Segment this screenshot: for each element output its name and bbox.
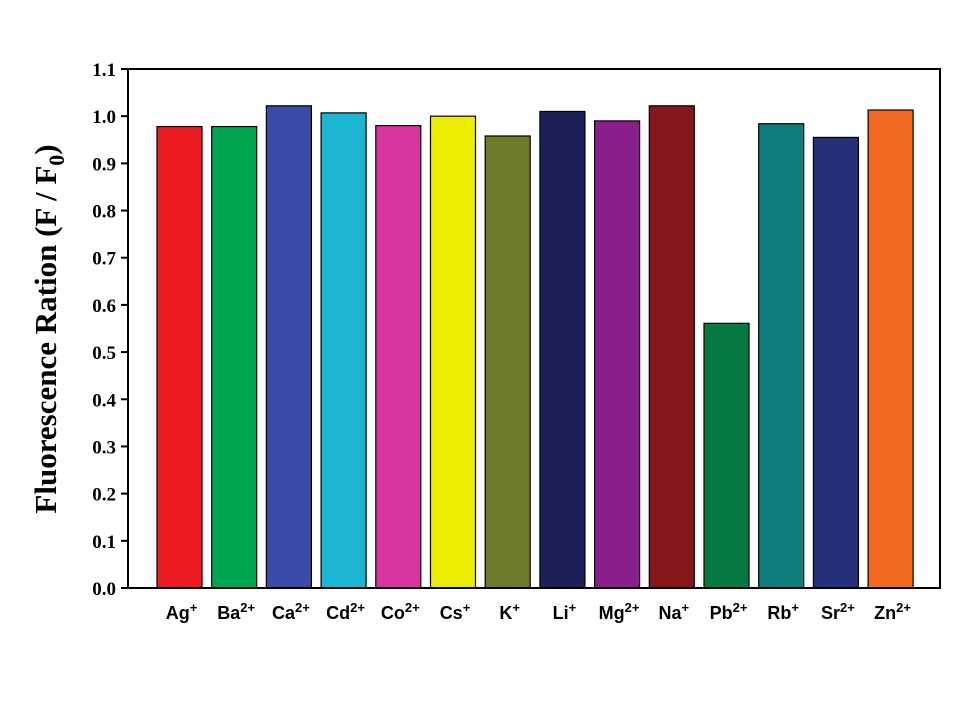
ion-symbol: K: [499, 603, 512, 623]
y-tick-label: 0.1: [92, 532, 116, 553]
bar-k: [484, 135, 531, 589]
y-tick-label: 0.0: [92, 579, 116, 600]
ion-charge: +: [463, 600, 471, 615]
x-tick-label: Li+: [553, 600, 577, 623]
bar-co: [375, 125, 422, 589]
ion-charge: 2+: [896, 600, 911, 615]
bar-ba: [211, 125, 258, 589]
x-tick-label: Ca2+: [272, 600, 310, 623]
y-axis-title: Fluorescence Ration (F / F0): [28, 144, 69, 513]
x-tick-label: Cs+: [440, 600, 471, 623]
bar-zn: [867, 109, 914, 589]
bar-pb: [703, 322, 750, 589]
bar-li: [539, 110, 586, 589]
ion-charge: 2+: [405, 600, 420, 615]
x-tick-label: Mg2+: [599, 600, 640, 623]
x-tick-label: K+: [499, 600, 520, 623]
bar-sr: [812, 136, 860, 589]
ion-symbol: Rb: [767, 603, 791, 623]
ion-symbol: Cs: [440, 603, 463, 623]
x-tick-label: Cd2+: [326, 600, 365, 623]
plot-frame: [127, 68, 941, 589]
x-axis-ticks: Ag+ Ba2+ Ca2+ Cd2+ Co2+ Cs+ K+ Li+ Mg2+ Na+ Pb2+ Rb…: [166, 600, 912, 623]
y-axis-ticks: 0.0 0.1 0.2 0.3 0.4 0.5 0.6 0.7 0.8 0.9 1.0 1.1: [92, 60, 128, 600]
y-tick-label: 0.9: [92, 154, 116, 175]
ion-symbol: Sr: [821, 603, 840, 623]
ion-charge: +: [791, 600, 799, 615]
bar-mg: [593, 120, 641, 589]
ion-symbol: Co: [381, 603, 405, 623]
x-tick-label: Rb+: [767, 600, 799, 623]
x-tick-label: Pb2+: [710, 600, 748, 623]
ion-charge: +: [569, 600, 577, 615]
ion-symbol: Zn: [874, 603, 896, 623]
ion-charge: 2+: [840, 600, 855, 615]
y-axis-label: Fluorescence Ration (F / F0): [28, 144, 69, 513]
ion-symbol: Ba: [217, 603, 241, 623]
ion-charge: +: [682, 600, 690, 615]
ion-symbol: Na: [658, 603, 682, 623]
ion-symbol: Ca: [272, 603, 296, 623]
ion-charge: 2+: [625, 600, 640, 615]
ion-symbol: Mg: [599, 603, 625, 623]
bar-cd: [320, 112, 367, 589]
bar-na: [648, 105, 695, 589]
ion-symbol: Ag: [166, 603, 190, 623]
y-tick-label: 0.5: [92, 343, 116, 364]
bar-ca: [265, 105, 312, 589]
x-tick-label: Sr2+: [821, 600, 855, 623]
y-tick-label: 1.0: [92, 107, 116, 128]
y-axis-title-end: ): [28, 144, 63, 154]
ion-charge: 2+: [240, 600, 255, 615]
ion-charge: 2+: [733, 600, 748, 615]
ion-charge: +: [512, 600, 520, 615]
ion-symbol: Li: [553, 603, 569, 623]
ion-charge: 2+: [350, 600, 365, 615]
ion-charge: +: [190, 600, 198, 615]
y-tick-label: 0.7: [92, 249, 116, 270]
y-tick-label: 0.2: [92, 485, 116, 506]
ion-symbol: Cd: [326, 603, 350, 623]
y-tick-label: 0.4: [92, 390, 116, 411]
x-tick-label: Ag+: [166, 600, 198, 623]
x-tick-label: Na+: [658, 600, 689, 623]
x-tick-label: Co2+: [381, 600, 420, 623]
x-tick-label: Zn2+: [874, 600, 911, 623]
y-tick-label: 0.6: [92, 296, 116, 317]
ion-charge: 2+: [295, 600, 310, 615]
y-tick-label: 1.1: [92, 60, 116, 81]
bar-cs: [429, 115, 477, 589]
bar-rb: [758, 123, 805, 589]
x-tick-label: Ba2+: [217, 600, 255, 623]
y-tick-label: 0.3: [92, 437, 116, 458]
ion-symbol: Pb: [710, 603, 733, 623]
bar-ag: [156, 125, 203, 589]
bar-series: [156, 105, 914, 589]
y-axis-title-main: Fluorescence Ration (F / F: [28, 166, 63, 514]
y-tick-label: 0.8: [92, 202, 116, 223]
y-axis-title-subscript: 0: [44, 155, 69, 166]
